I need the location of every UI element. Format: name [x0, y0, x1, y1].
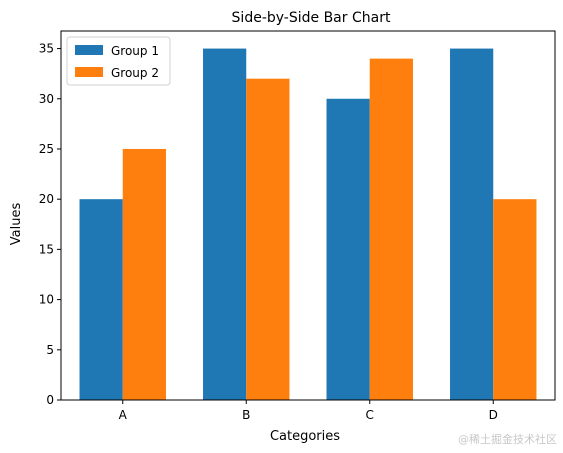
bar-d-series-1: [450, 48, 494, 400]
legend-swatch-series-1: [75, 45, 103, 55]
chart-title: Side-by-Side Bar Chart: [232, 10, 391, 26]
y-tick-label: 0: [46, 393, 54, 407]
bar-a-series-2: [122, 148, 166, 400]
bar-c-series-1: [326, 98, 370, 400]
y-tick-label: 10: [39, 293, 54, 307]
y-tick-label: 35: [39, 42, 54, 56]
axes-frame: [60, 30, 556, 401]
y-tick-label: 25: [39, 142, 54, 156]
bar-c-series-2: [369, 58, 413, 400]
legend-swatch-series-2: [75, 67, 103, 77]
y-tick-label: 5: [46, 343, 54, 357]
y-axis-label: Values: [9, 203, 24, 246]
x-tick-label: D: [489, 408, 498, 422]
x-tick-label: C: [366, 408, 374, 422]
bar-b-series-2: [246, 78, 290, 400]
bar-b-series-1: [203, 48, 247, 400]
x-tick-label: B: [242, 408, 250, 422]
bar-a-series-1: [79, 199, 123, 400]
y-tick-label: 20: [39, 192, 54, 206]
legend-label-series-1: Group 1: [111, 44, 159, 58]
plot-area: [79, 48, 537, 400]
axes: 0 5 10 15 20 25 30 35 A B C D: [39, 30, 556, 422]
x-tick-label: A: [119, 408, 128, 422]
legend-label-series-2: Group 2: [111, 66, 159, 80]
legend: Group 1 Group 2: [66, 36, 171, 86]
y-tick-label: 30: [39, 92, 54, 106]
y-tick-label: 15: [39, 242, 54, 256]
bar-d-series-2: [493, 199, 537, 400]
x-axis-label: Categories: [270, 429, 340, 444]
watermark: @稀土掘金技术社区: [458, 433, 557, 446]
